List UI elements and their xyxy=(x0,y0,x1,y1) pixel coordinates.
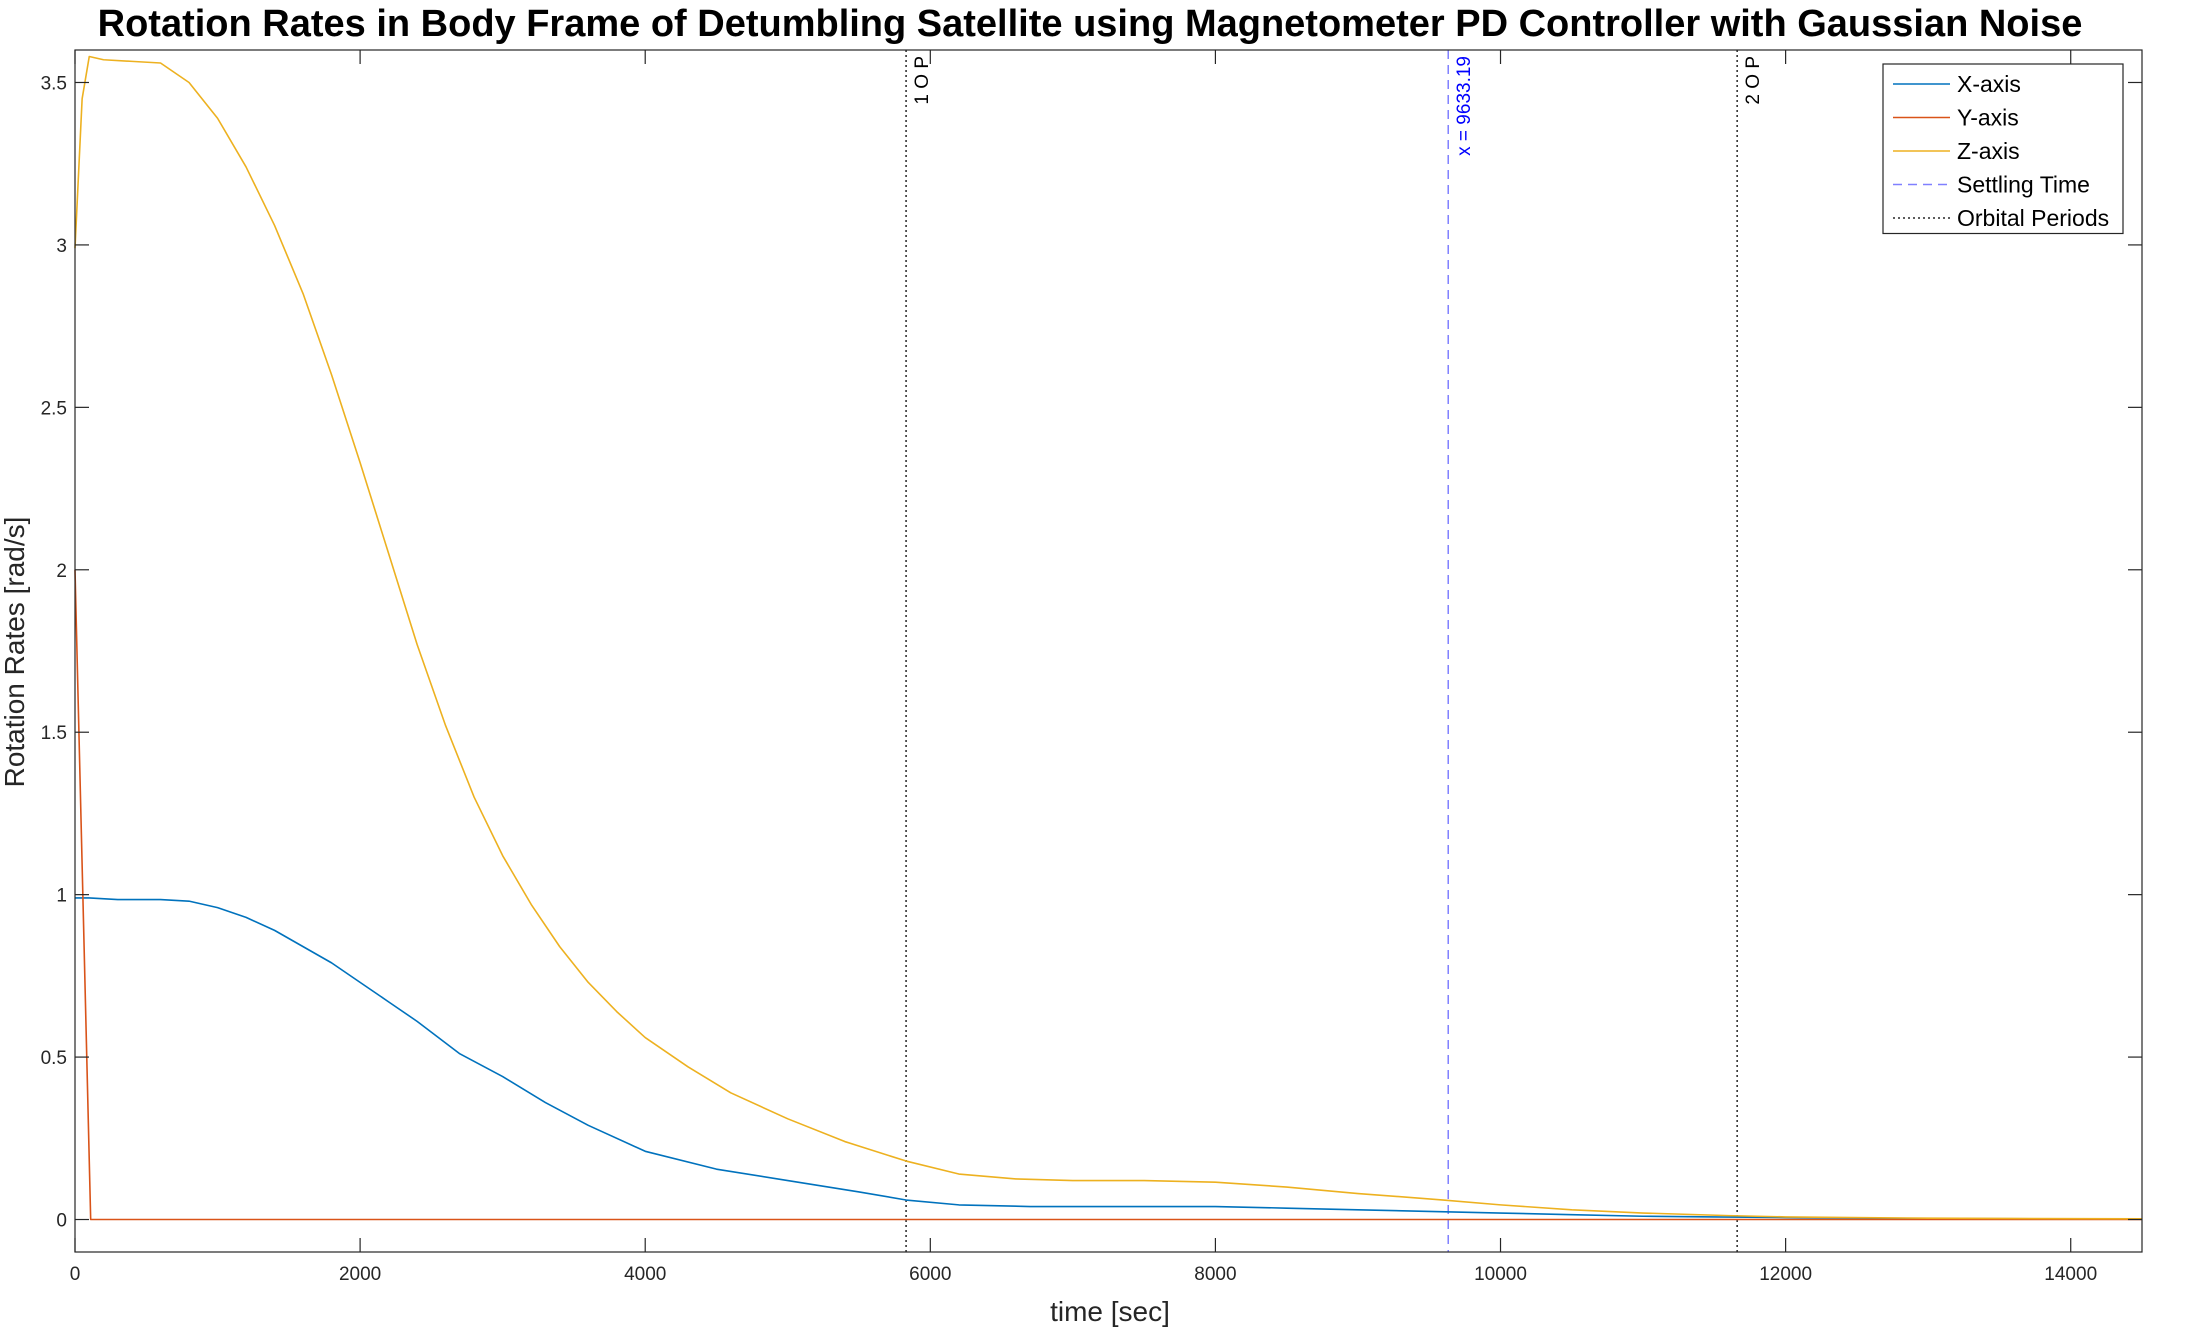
legend-label-4: Settling Time xyxy=(1957,172,2090,198)
series-line-x-axis xyxy=(75,897,2143,1220)
x-axis-label: time [sec] xyxy=(1050,1296,1170,1327)
y-tick-label: 3.5 xyxy=(41,73,67,94)
plot-area: x = 9633.19 1 O P 2 O P xyxy=(74,49,2143,1253)
y-axis-label: Rotation Rates [rad/s] xyxy=(0,517,30,788)
legend-label-1: X-axis xyxy=(1957,71,2021,97)
legend-box xyxy=(1882,63,2124,235)
series-line-y-axis xyxy=(74,569,2142,1221)
y-tick-label: 0 xyxy=(56,1211,67,1232)
y-tick-label: 2 xyxy=(56,561,67,582)
x-tick-label: 14000 xyxy=(2044,1264,2097,1285)
plot-frame xyxy=(74,49,2143,1253)
reference-line-label-3: 2 O P xyxy=(1743,56,1764,105)
legend-label-3: Z-axis xyxy=(1957,138,2020,164)
x-tick-label: 0 xyxy=(70,1264,81,1285)
series-line-z-axis xyxy=(74,55,2143,1220)
x-tick-label: 8000 xyxy=(1194,1264,1236,1285)
y-tick-label: 1 xyxy=(56,886,67,907)
y-tick-label: 1.5 xyxy=(41,723,67,744)
y-tick-label: 3 xyxy=(56,236,67,257)
chart-title: Rotation Rates in Body Frame of Detumbli… xyxy=(98,3,2083,45)
legend: X-axis Y-axis Z-axis Settling Time Orbital P… xyxy=(1882,63,2124,235)
x-tick-label: 6000 xyxy=(909,1264,951,1285)
x-tick-label: 4000 xyxy=(624,1264,666,1285)
x-tick-label: 12000 xyxy=(1759,1264,1812,1285)
legend-label-5: Orbital Periods xyxy=(1957,205,2109,231)
reference-line-label-2: 1 O P xyxy=(912,56,933,105)
x-tick-label: 10000 xyxy=(1474,1264,1527,1285)
x-tick-label: 2000 xyxy=(339,1264,381,1285)
reference-line-label-1: x = 9633.19 xyxy=(1454,56,1475,156)
y-axis: 0 0.5 1 1.5 2 2.5 3 3.5 xyxy=(41,73,2142,1232)
legend-label-2: Y-axis xyxy=(1957,105,2019,131)
y-tick-label: 0.5 xyxy=(41,1048,67,1069)
y-tick-label: 2.5 xyxy=(41,398,67,419)
x-axis: 0 2000 4000 6000 8000 10000 12000 14000 xyxy=(70,50,2097,1285)
